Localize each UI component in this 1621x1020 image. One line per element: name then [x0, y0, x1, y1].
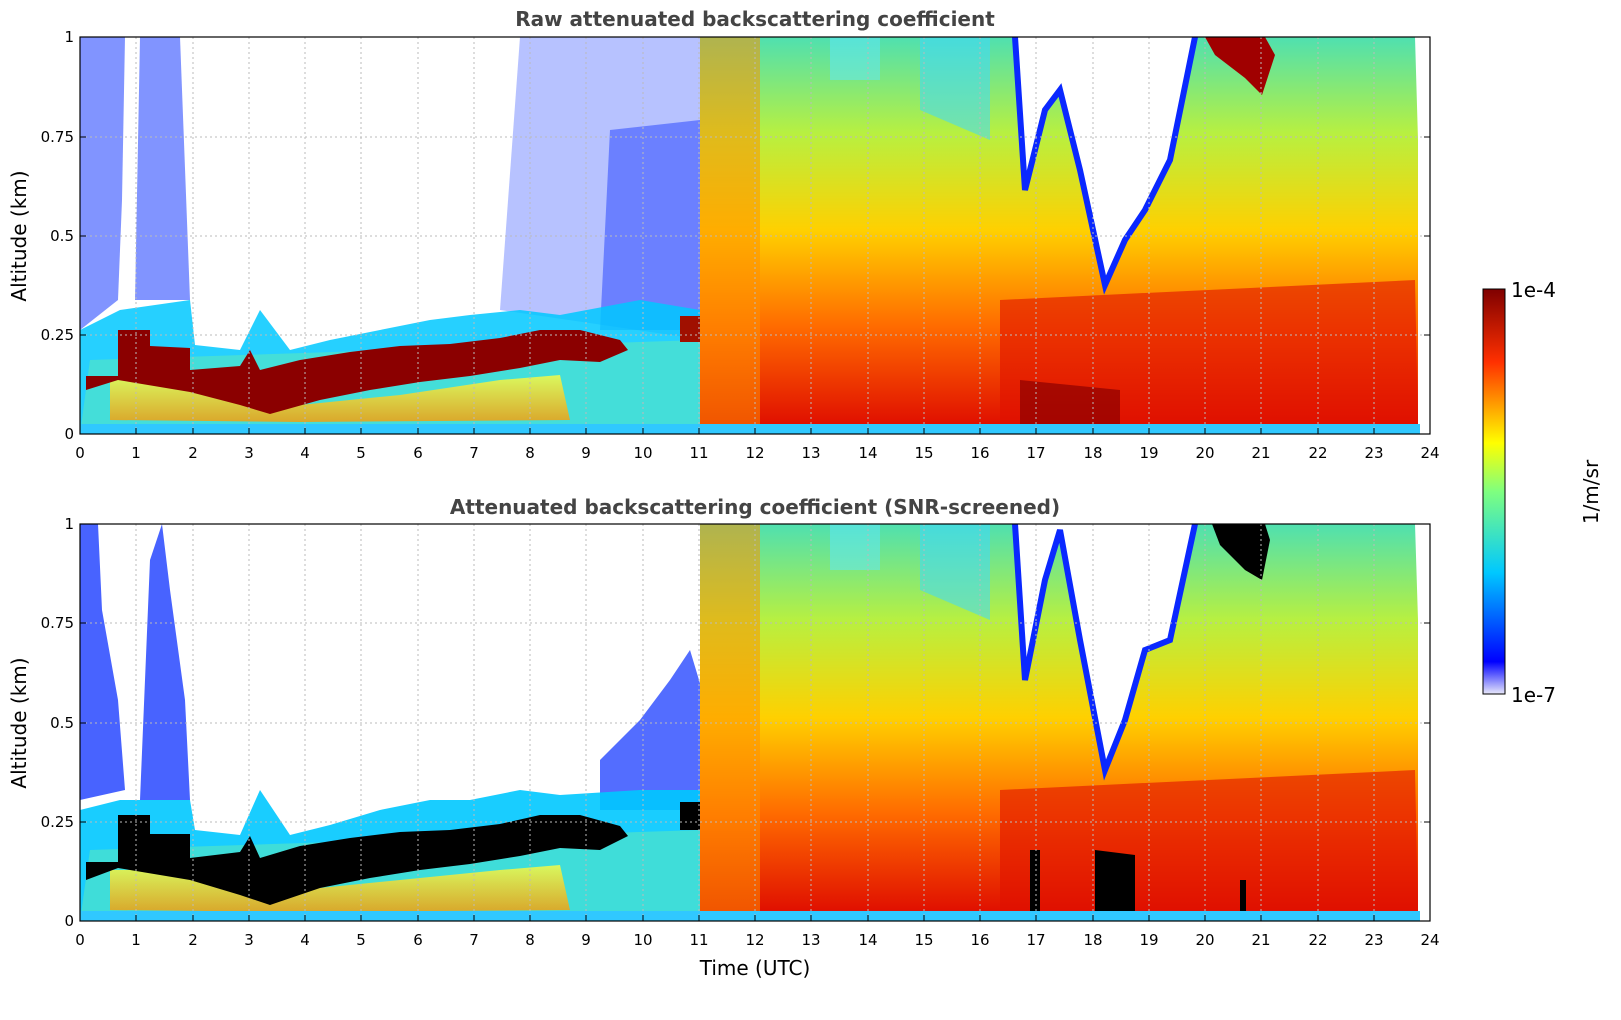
y-tick-label: 0.25	[41, 326, 74, 344]
x-tick-label: 2	[188, 931, 198, 949]
screened-upper-cloud	[1212, 524, 1270, 580]
x-tick-label: 21	[1251, 444, 1270, 462]
y-tick-label: 0	[64, 425, 74, 443]
y-tick-label: 0	[64, 912, 74, 930]
panel-screened-xlabel: Time (UTC)	[699, 956, 811, 980]
x-tick-label: 22	[1308, 931, 1327, 949]
x-tick-label: 24	[1420, 444, 1439, 462]
panel-screened-yticklabels: 0 0.25 0.5 0.75 1	[41, 515, 74, 930]
colorbar: 1e-4 1e-7 1/m/sr	[1482, 278, 1603, 707]
y-tick-label: 0.5	[50, 714, 74, 732]
raw-cloud-layer	[86, 330, 628, 414]
y-tick-label: 0.5	[50, 227, 74, 245]
panel-screened: Attenuated backscattering coefficient (S…	[7, 495, 1440, 980]
y-tick-label: 1	[64, 515, 74, 533]
y-tick-label: 0.25	[41, 813, 74, 831]
colorbar-scale	[1482, 288, 1506, 695]
x-tick-label: 24	[1420, 931, 1439, 949]
x-tick-label: 6	[413, 931, 423, 949]
x-tick-label: 12	[745, 444, 764, 462]
x-tick-label: 20	[1195, 444, 1214, 462]
panel-screened-grid	[80, 524, 1430, 921]
x-tick-label: 4	[300, 931, 310, 949]
panel-raw-title: Raw attenuated backscattering coefficien…	[515, 7, 995, 31]
panel-screened-xticks	[79, 523, 1431, 922]
panel-screened-xticklabels: 0 1 2 3 4 5 6 7 8 9 10 11 12 13 14 15 16 17 18 19 20 21 22 23 24	[75, 931, 1439, 949]
x-tick-label: 15	[914, 444, 933, 462]
x-tick-label: 13	[801, 444, 820, 462]
x-tick-label: 16	[970, 931, 989, 949]
x-tick-label: 9	[581, 931, 591, 949]
x-tick-label: 3	[244, 931, 254, 949]
x-tick-label: 4	[300, 444, 310, 462]
x-tick-label: 5	[356, 444, 366, 462]
y-tick-label: 1	[64, 28, 74, 46]
y-tick-label: 0.75	[41, 614, 74, 632]
x-tick-label: 19	[1139, 444, 1158, 462]
x-tick-label: 10	[633, 444, 652, 462]
x-tick-label: 16	[970, 444, 989, 462]
raw-upper-cloud	[1205, 37, 1275, 95]
panel-raw-yticklabels: 0 0.25 0.5 0.75 1	[41, 28, 74, 443]
panel-raw-grid	[80, 37, 1430, 434]
x-tick-label: 11	[689, 444, 708, 462]
panel-screened-heatmap	[80, 524, 1420, 921]
panel-screened-ylabel: Altitude (km)	[7, 657, 31, 788]
y-tick-label: 0.75	[41, 128, 74, 146]
x-tick-label: 20	[1195, 931, 1214, 949]
x-tick-label: 7	[469, 931, 479, 949]
screened-saturated-layer	[86, 815, 628, 905]
x-tick-label: 6	[413, 444, 423, 462]
colorbar-min-label: 1e-7	[1511, 683, 1556, 707]
x-tick-label: 17	[1026, 444, 1045, 462]
colorbar-max-label: 1e-4	[1511, 278, 1556, 302]
panel-screened-title: Attenuated backscattering coefficient (S…	[450, 495, 1060, 519]
x-tick-label: 18	[1083, 444, 1102, 462]
x-tick-label: 18	[1083, 931, 1102, 949]
x-tick-label: 21	[1251, 931, 1270, 949]
x-tick-label: 9	[581, 444, 591, 462]
x-tick-label: 3	[244, 444, 254, 462]
x-tick-label: 5	[356, 931, 366, 949]
x-tick-label: 2	[188, 444, 198, 462]
panel-raw-xticks	[79, 36, 1431, 435]
colorbar-label: 1/m/sr	[1579, 459, 1603, 524]
x-tick-label: 12	[745, 931, 764, 949]
x-tick-label: 8	[525, 931, 535, 949]
x-tick-label: 14	[858, 444, 877, 462]
x-tick-label: 19	[1139, 931, 1158, 949]
x-tick-label: 13	[801, 931, 820, 949]
panel-raw-ylabel: Altitude (km)	[7, 170, 31, 301]
x-tick-label: 1	[131, 444, 141, 462]
x-tick-label: 0	[75, 931, 85, 949]
x-tick-label: 23	[1364, 444, 1383, 462]
x-tick-label: 17	[1026, 931, 1045, 949]
x-tick-label: 22	[1308, 444, 1327, 462]
x-tick-label: 14	[858, 931, 877, 949]
x-tick-label: 10	[633, 931, 652, 949]
x-tick-label: 8	[525, 444, 535, 462]
x-tick-label: 0	[75, 444, 85, 462]
panel-raw-xticklabels: 0 1 2 3 4 5 6 7 8 9 10 11 12 13 14 15 16 17 18 19 20 21 22 23 24	[75, 444, 1439, 462]
panel-raw-heatmap	[80, 37, 1420, 434]
x-tick-label: 23	[1364, 931, 1383, 949]
x-tick-label: 7	[469, 444, 479, 462]
x-tick-label: 15	[914, 931, 933, 949]
panel-raw: Raw attenuated backscattering coefficien…	[7, 7, 1440, 462]
x-tick-label: 1	[131, 931, 141, 949]
x-tick-label: 11	[689, 931, 708, 949]
